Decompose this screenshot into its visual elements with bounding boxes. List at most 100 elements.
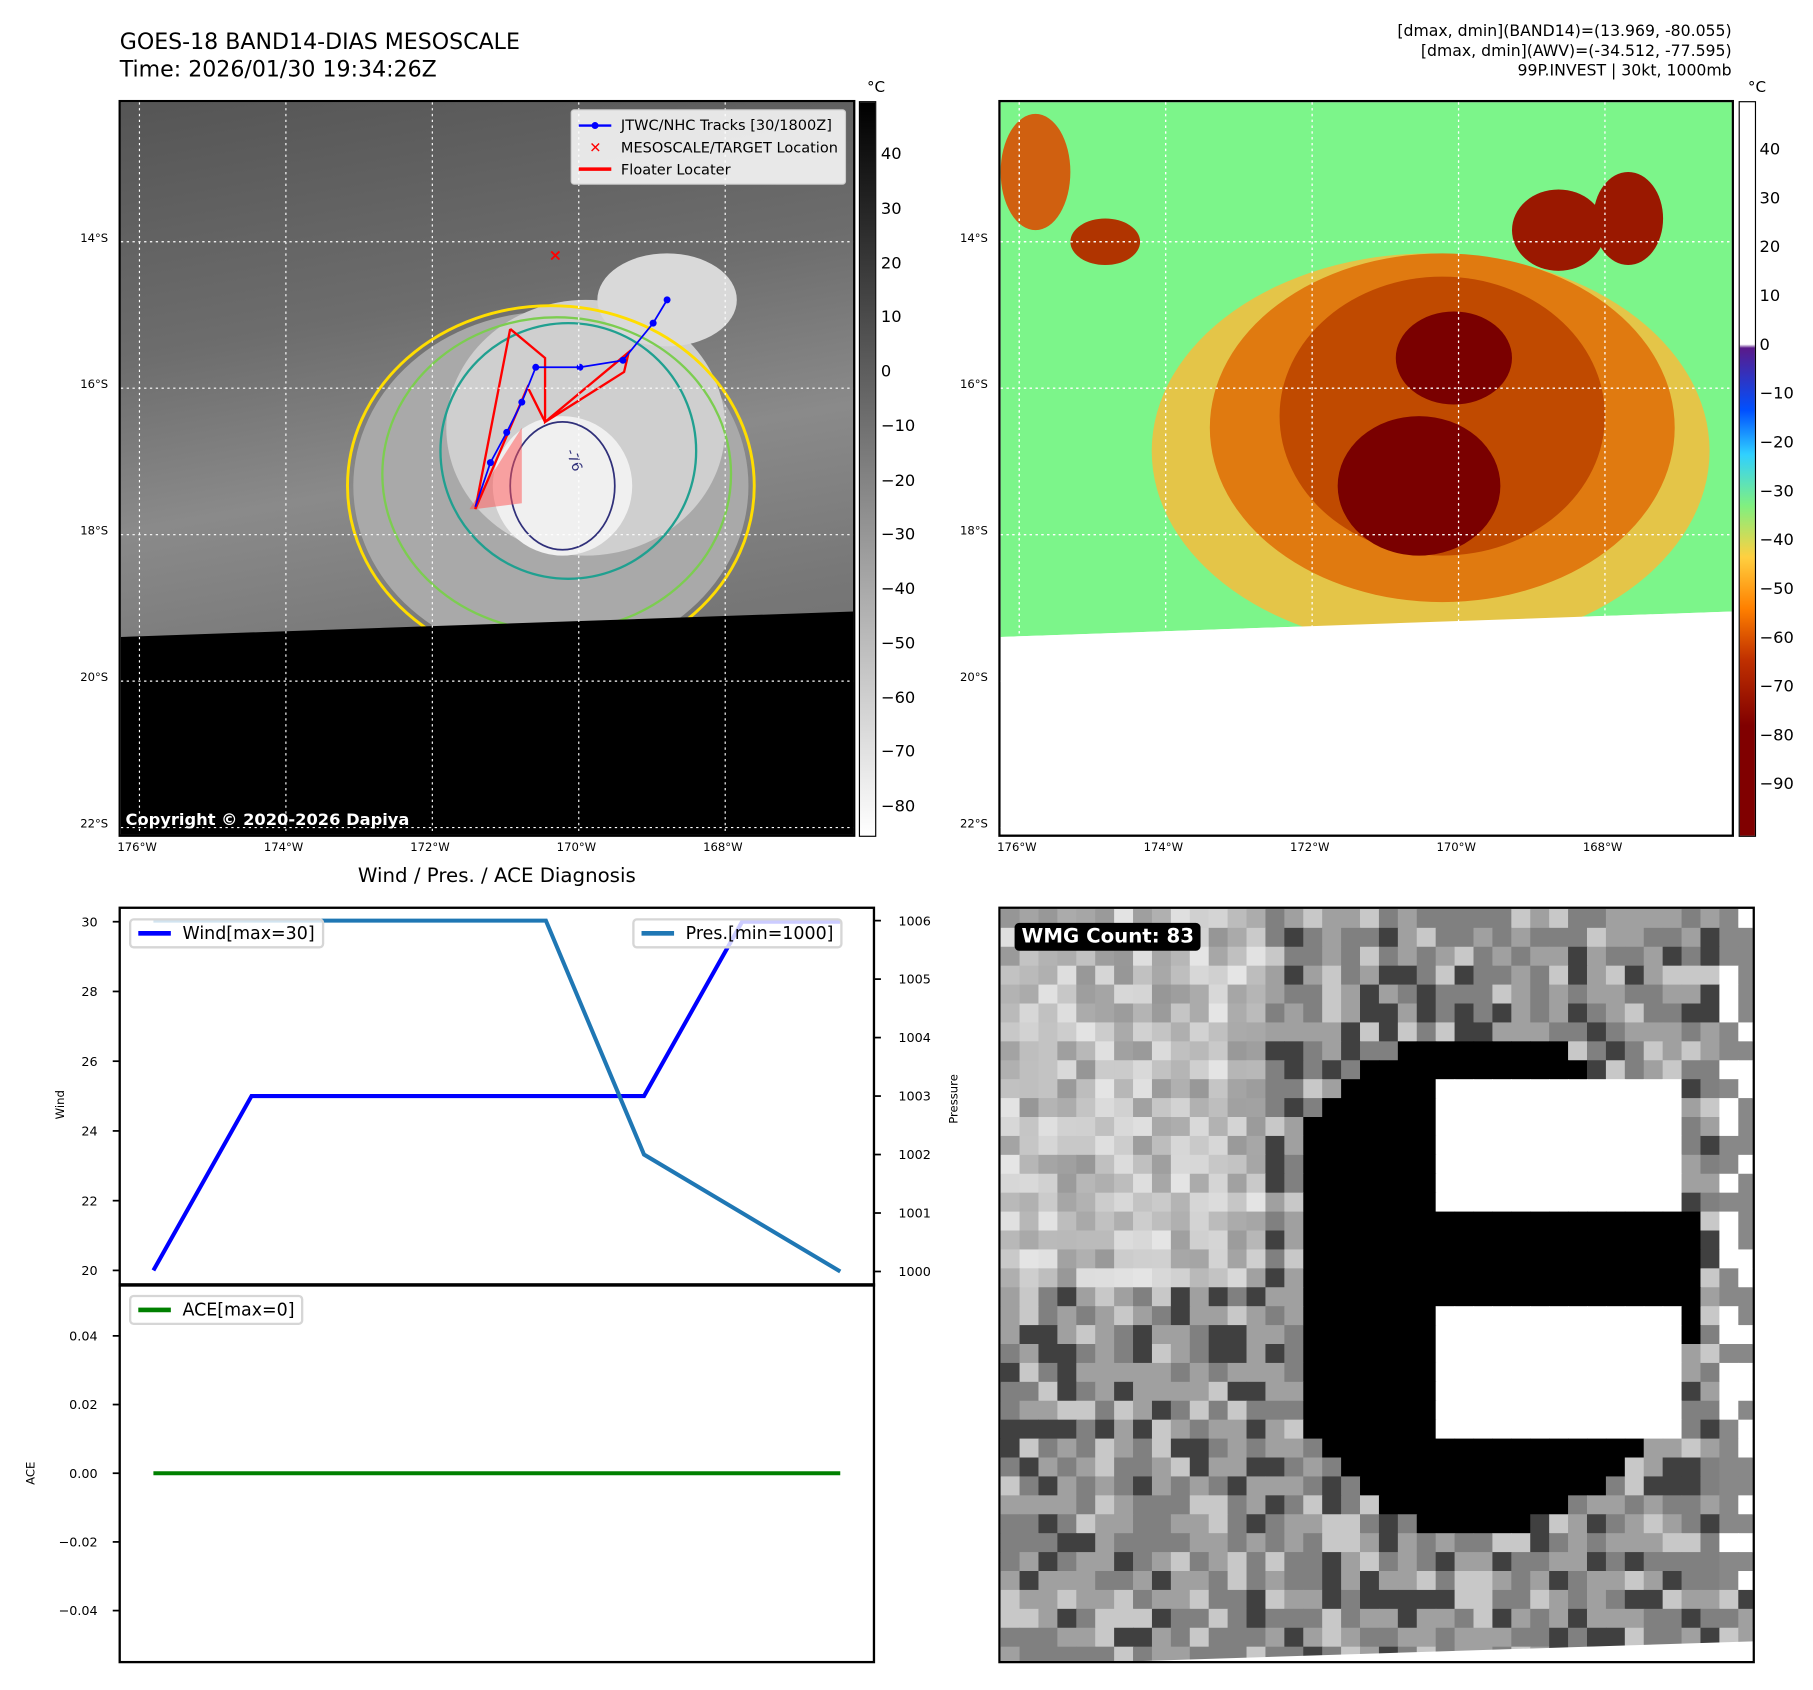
wmg-cell [1492,1268,1512,1288]
wmg-cell [1227,1476,1248,1496]
wmg-cell [1643,1457,1664,1478]
wmg-cell [1719,1571,1739,1591]
wmg-cell [1492,1325,1512,1345]
wmg-cell [1284,1533,1304,1553]
wmg-cell [1435,1154,1456,1175]
wmg-cell [1095,1022,1115,1042]
wmg-cell [1019,1344,1040,1364]
wmg-cell [1170,1079,1191,1099]
wmg-cell [1095,1306,1115,1326]
wmg-cell [1605,927,1626,948]
wmg-cell [1189,1533,1210,1553]
wmg-cell [1662,1060,1683,1080]
wmg-cell [1246,1476,1267,1496]
wmg-cell [1681,1098,1702,1118]
wmg-cell [1643,908,1664,929]
wmg-cell [1605,1268,1626,1288]
wmg-cell [1208,1287,1229,1307]
wmg-cell [1454,1627,1475,1648]
wmg-cell [1189,1306,1210,1326]
floater-locater-line [474,328,631,510]
wmg-cell [1151,1589,1172,1610]
wmg-cell [1246,1079,1267,1099]
wmg-cell [1322,1098,1342,1118]
wmg-cell [1624,1117,1645,1137]
wmg-cell [1549,1589,1569,1610]
wmg-grid [1000,908,1753,1661]
wmg-cell [1019,1608,1040,1629]
wmg-cell [1549,1287,1569,1307]
wmg-cell [1322,965,1342,986]
wmg-cell [1114,1362,1134,1383]
wmg-cell [1700,1022,1720,1042]
wmg-cell [1322,1249,1342,1269]
wmg-cell [1473,1173,1493,1194]
wmg-cell [1454,1306,1475,1326]
wmg-cell [1700,1192,1720,1213]
wmg-cell [1227,1117,1248,1137]
wmg-cell [1208,1249,1229,1269]
wmg-cell [1662,1552,1683,1572]
wmg-cell [1473,1589,1493,1610]
wmg-cell [1057,1627,1077,1648]
wmg-cell [1284,1571,1304,1591]
wmg-cell [1681,1533,1702,1553]
wmg-cell [1265,946,1285,967]
wmg-cell [1473,1495,1493,1515]
wmg-cell [1360,1268,1380,1288]
wmg-cell [1511,908,1531,929]
wmg-cell [1473,1552,1493,1572]
wmg-cell [1019,1022,1040,1042]
wmg-cell [1662,927,1683,948]
wmg-cell [1378,1003,1399,1024]
wmg-cell [1700,1211,1720,1232]
wmg-cell [1586,1079,1607,1099]
lon-tick-label: 172°W [1290,841,1330,855]
wmg-cell [1151,1552,1172,1572]
wmg-cell [1019,1135,1040,1156]
wmg-cell [1151,1249,1172,1269]
wmg-cell [1322,1514,1342,1534]
wmg-cell [1095,1173,1115,1194]
wmg-cell [1549,1060,1569,1080]
wmg-cell [1208,1135,1229,1156]
wmg-cell [1662,1344,1683,1364]
wmg-cell [1038,1457,1058,1478]
wmg-cell [1133,1003,1153,1024]
wmg-cell [1360,1230,1380,1251]
wmg-cell [1530,1098,1550,1118]
wmg-cell [1624,927,1645,948]
wmg-cell [1095,1589,1115,1610]
wmg-cell [1000,1400,1021,1421]
wmg-cell [1133,1571,1153,1591]
wmg-cell [1605,1608,1626,1629]
wmg-cell [1114,1230,1134,1251]
wmg-cell [1322,1117,1342,1137]
wmg-cell [1435,1079,1456,1099]
wmg-cell [1246,1135,1267,1156]
wmg-cell [1189,1117,1210,1137]
wmg-cell [1265,1457,1285,1478]
wmg-cell [1435,1476,1456,1496]
wmg-cell [1227,1268,1248,1288]
wmg-cell [1624,1287,1645,1307]
wmg-cell [1568,1533,1588,1553]
wmg-panel: WMG Count: 83 [998,906,1755,1664]
wmg-cell [1284,1041,1304,1061]
wmg-cell [1454,1381,1475,1402]
wmg-cell [1095,1135,1115,1156]
wmg-cell [1681,1419,1702,1440]
wmg-cell [1416,1362,1437,1383]
wmg-cell [1265,1495,1285,1515]
wmg-cell [1454,927,1475,948]
wmg-cell [1681,1211,1702,1232]
wmg-cell [1435,1135,1456,1156]
wmg-cell [1151,1306,1172,1326]
wmg-cell [1076,1608,1096,1629]
wmg-cell [1416,1476,1437,1496]
wmg-cell [1700,1589,1720,1610]
pressure-tick-label: 1000 [898,1265,930,1280]
wmg-cell [1246,1400,1267,1421]
wmg-cell [1189,1514,1210,1534]
wmg-cell [1397,1419,1418,1440]
